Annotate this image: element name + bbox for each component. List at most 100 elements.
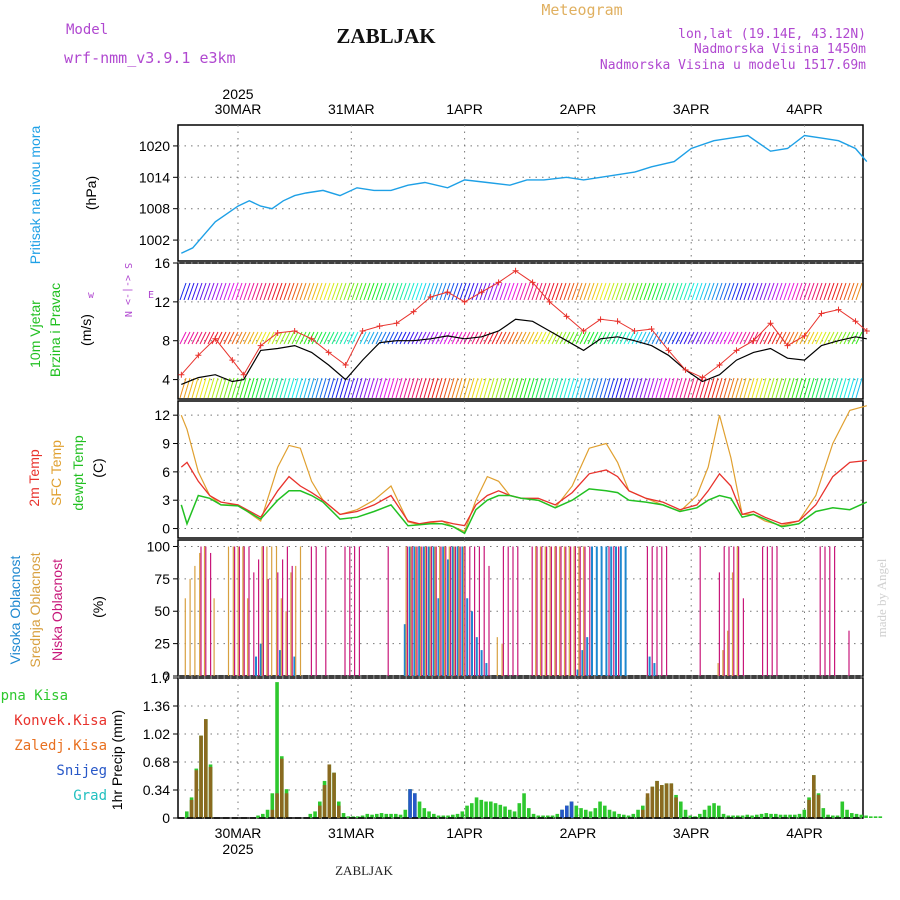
wind-dir-stroke xyxy=(179,282,187,301)
wind-dir-stroke xyxy=(691,377,699,399)
wind-dir-stroke xyxy=(427,377,435,399)
wind-dir-stroke xyxy=(611,282,619,301)
precip-bar-0 xyxy=(793,814,797,818)
wind-dir-stroke xyxy=(715,331,723,345)
gust-marker xyxy=(597,316,604,323)
wind-dir-stroke xyxy=(639,282,647,301)
wind-dir-stroke xyxy=(379,282,387,301)
wind-dir-stroke xyxy=(731,377,739,399)
ytick-label-4-3: 1.02 xyxy=(143,726,170,742)
wind-dir-stroke xyxy=(271,377,279,399)
precip-bar-0 xyxy=(774,813,778,818)
wind-dir-stroke xyxy=(747,331,755,345)
wind-dir-stroke xyxy=(443,282,451,301)
wind-dir-stroke xyxy=(359,377,367,399)
wind-dir-stroke xyxy=(743,331,751,345)
bottom-day-labels: 30MAR 31MAR 1APR 2APR 3APR 4APR xyxy=(215,825,823,841)
precip-bar-0 xyxy=(498,804,503,818)
precip-bar-0 xyxy=(783,814,788,818)
gust-marker xyxy=(750,337,757,344)
precip-bar-2 xyxy=(560,809,564,818)
wind-dir-stroke xyxy=(335,331,343,345)
wind-dir-stroke xyxy=(647,282,655,301)
wind-dir-stroke xyxy=(359,331,367,345)
precip-bar-0 xyxy=(508,809,512,818)
precip-bar-0 xyxy=(375,813,379,818)
precip-bar-0 xyxy=(869,816,873,818)
wind-dir-stroke xyxy=(443,377,451,399)
precip-bar-0 xyxy=(517,803,522,818)
wind-dir-stroke xyxy=(595,331,603,345)
precip-bar-0 xyxy=(489,801,493,818)
wind-dir-stroke xyxy=(203,377,211,399)
precip-bar-0 xyxy=(698,813,702,818)
wind-dir-stroke xyxy=(559,282,567,301)
wind-dir-stroke xyxy=(699,377,707,399)
wind-dir-stroke xyxy=(519,282,527,301)
wind-dir-stroke xyxy=(279,331,287,345)
wind-dir-stroke xyxy=(687,282,695,301)
wind-dir-stroke xyxy=(315,331,323,345)
precip-bar-0 xyxy=(612,811,617,818)
wind-dir-stroke xyxy=(639,377,647,399)
wind-dir-stroke xyxy=(555,331,563,345)
precip-bar-0 xyxy=(636,809,640,818)
wind-dir-stroke xyxy=(263,282,271,301)
precip-bar-0 xyxy=(527,808,531,818)
wind-dir-stroke xyxy=(219,282,227,301)
wind-dir-stroke xyxy=(519,377,527,399)
wind-dir-stroke xyxy=(327,282,335,301)
wind-dir-stroke xyxy=(627,282,635,301)
wind-dir-stroke xyxy=(415,377,423,399)
wind-dir-stroke xyxy=(235,282,243,301)
wind-dir-stroke xyxy=(819,377,827,399)
wind-dir-stroke xyxy=(331,282,339,301)
wind-dir-stroke xyxy=(391,331,399,345)
precip-bar-1 xyxy=(812,775,816,818)
wind-dir-stroke xyxy=(587,331,595,345)
wind-dir-stroke xyxy=(711,377,719,399)
precip-bar-0 xyxy=(831,815,835,818)
wind-dir-stroke xyxy=(347,282,355,301)
wind-dir-stroke xyxy=(603,282,611,301)
ytick-label-3-1: 25 xyxy=(154,636,170,652)
precip-bar-1 xyxy=(194,770,199,818)
wind-dir-stroke xyxy=(843,377,851,399)
wind-dir-stroke xyxy=(367,282,375,301)
wind-dir-stroke xyxy=(231,282,239,301)
wind-dir-stroke xyxy=(207,377,215,399)
wind-dir-stroke xyxy=(527,282,535,301)
precip-bar-0 xyxy=(484,801,488,818)
wind-dir-stroke xyxy=(259,282,267,301)
wind-dir-stroke xyxy=(447,377,455,399)
wind-dir-stroke xyxy=(275,282,283,301)
ytick-label-4-4: 1.36 xyxy=(143,698,170,714)
precip-bar-0 xyxy=(446,815,450,818)
wind-dir-stroke xyxy=(643,331,651,345)
wind-dir-stroke xyxy=(751,377,759,399)
wind-dir-stroke xyxy=(731,331,739,345)
wind-dir-stroke xyxy=(407,331,415,345)
wind-dir-stroke xyxy=(755,331,763,345)
precip-bar-0 xyxy=(541,815,545,818)
wind-dir-stroke xyxy=(199,282,207,301)
wind-dir-stroke xyxy=(287,282,295,301)
precip-bar-1 xyxy=(650,786,655,818)
wind-dir-stroke xyxy=(699,282,707,301)
footer-station: ZABLJAK xyxy=(335,863,393,878)
wind-dir-stroke xyxy=(615,331,623,345)
ytick-label-4-0: 0 xyxy=(162,810,170,826)
cloud-mid-title: Srednja Oblacnost xyxy=(27,552,43,667)
wind-dir-stroke xyxy=(531,282,539,301)
precip-bar-0 xyxy=(797,813,802,818)
wind-dir-stroke xyxy=(691,331,699,345)
wind-dir-stroke xyxy=(823,282,831,301)
wind-dir-stroke xyxy=(387,282,395,301)
temp-2m-title: 2m Temp xyxy=(26,449,42,507)
wind-dir-stroke xyxy=(243,377,251,399)
wind-dir-stroke xyxy=(447,282,455,301)
precip-bar-0 xyxy=(854,813,859,818)
wind-dir-stroke xyxy=(551,377,559,399)
wind-dir-stroke xyxy=(391,377,399,399)
wind-dir-stroke xyxy=(439,331,447,345)
